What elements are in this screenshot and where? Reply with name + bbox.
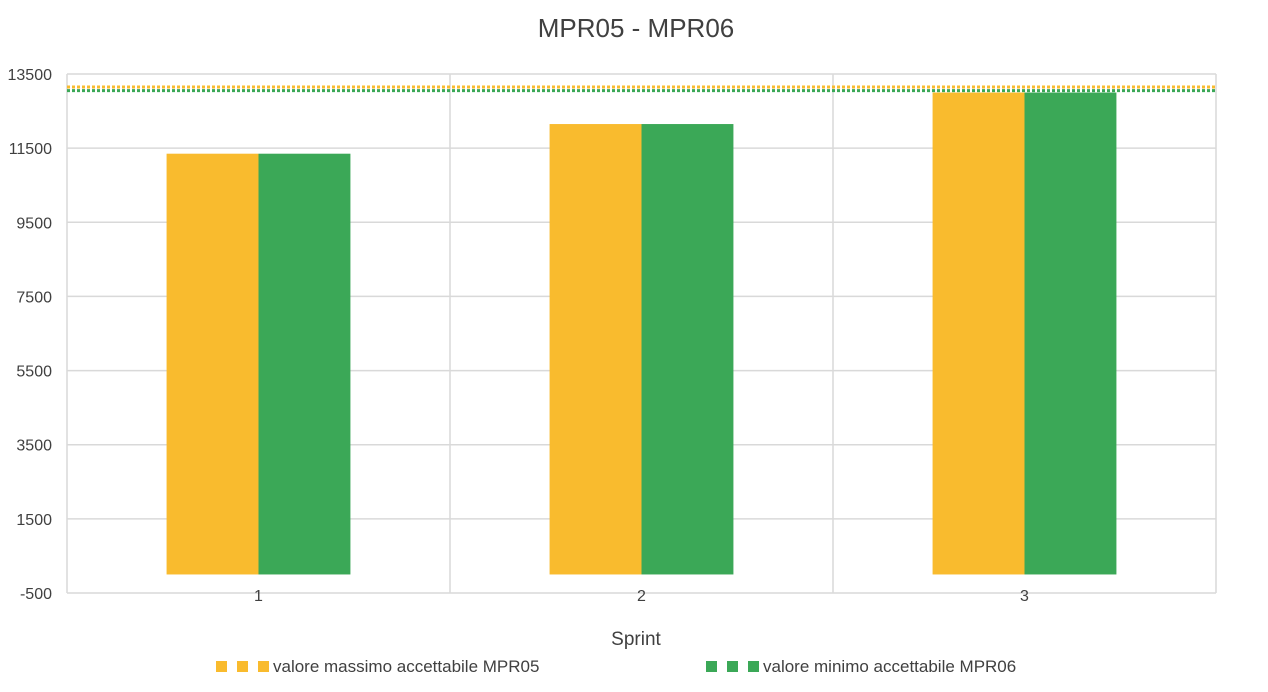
y-tick-label: 5500 xyxy=(16,364,52,381)
x-tick-label: 3 xyxy=(1020,588,1029,605)
bar-series1-sprint-1 xyxy=(166,153,259,575)
x-tick-label: 2 xyxy=(637,588,646,605)
bars-layer xyxy=(166,92,1117,575)
legend-label-2: valore minimo accettabile MPR06 xyxy=(763,657,1016,676)
bar-series2-sprint-2 xyxy=(641,124,734,575)
x-axis-title: Sprint xyxy=(611,629,661,650)
legend-marker-1 xyxy=(237,661,248,672)
legend-marker-2 xyxy=(727,661,738,672)
bar-series1-sprint-3 xyxy=(932,92,1025,575)
legend-label-1: valore massimo accettabile MPR05 xyxy=(273,657,539,676)
bar-series2-sprint-1 xyxy=(258,153,351,575)
y-tick-label: 13500 xyxy=(8,67,53,84)
legend-marker-1 xyxy=(258,661,269,672)
x-tick-label: 1 xyxy=(254,588,263,605)
y-tick-label: 1500 xyxy=(16,512,52,529)
reference-lines-layer xyxy=(67,85,1216,93)
y-tick-label: 7500 xyxy=(16,289,52,306)
legend-marker-2 xyxy=(706,661,717,672)
axis-layer: -500 1500 3500 5500 7500 9500 11500 13500 1 2 3 xyxy=(8,67,1030,605)
legend-marker-2 xyxy=(748,661,759,672)
y-tick-label: -500 xyxy=(20,586,52,603)
y-tick-label: 9500 xyxy=(16,215,52,232)
legend: valore massimo accettabile MPR05 valore m… xyxy=(216,657,1016,676)
bar-series1-sprint-2 xyxy=(549,124,642,575)
legend-marker-1 xyxy=(216,661,227,672)
bar-series2-sprint-3 xyxy=(1024,92,1117,575)
chart-title: MPR05 - MPR06 xyxy=(538,13,735,43)
y-tick-label: 3500 xyxy=(16,438,52,455)
y-tick-label: 11500 xyxy=(9,141,52,158)
